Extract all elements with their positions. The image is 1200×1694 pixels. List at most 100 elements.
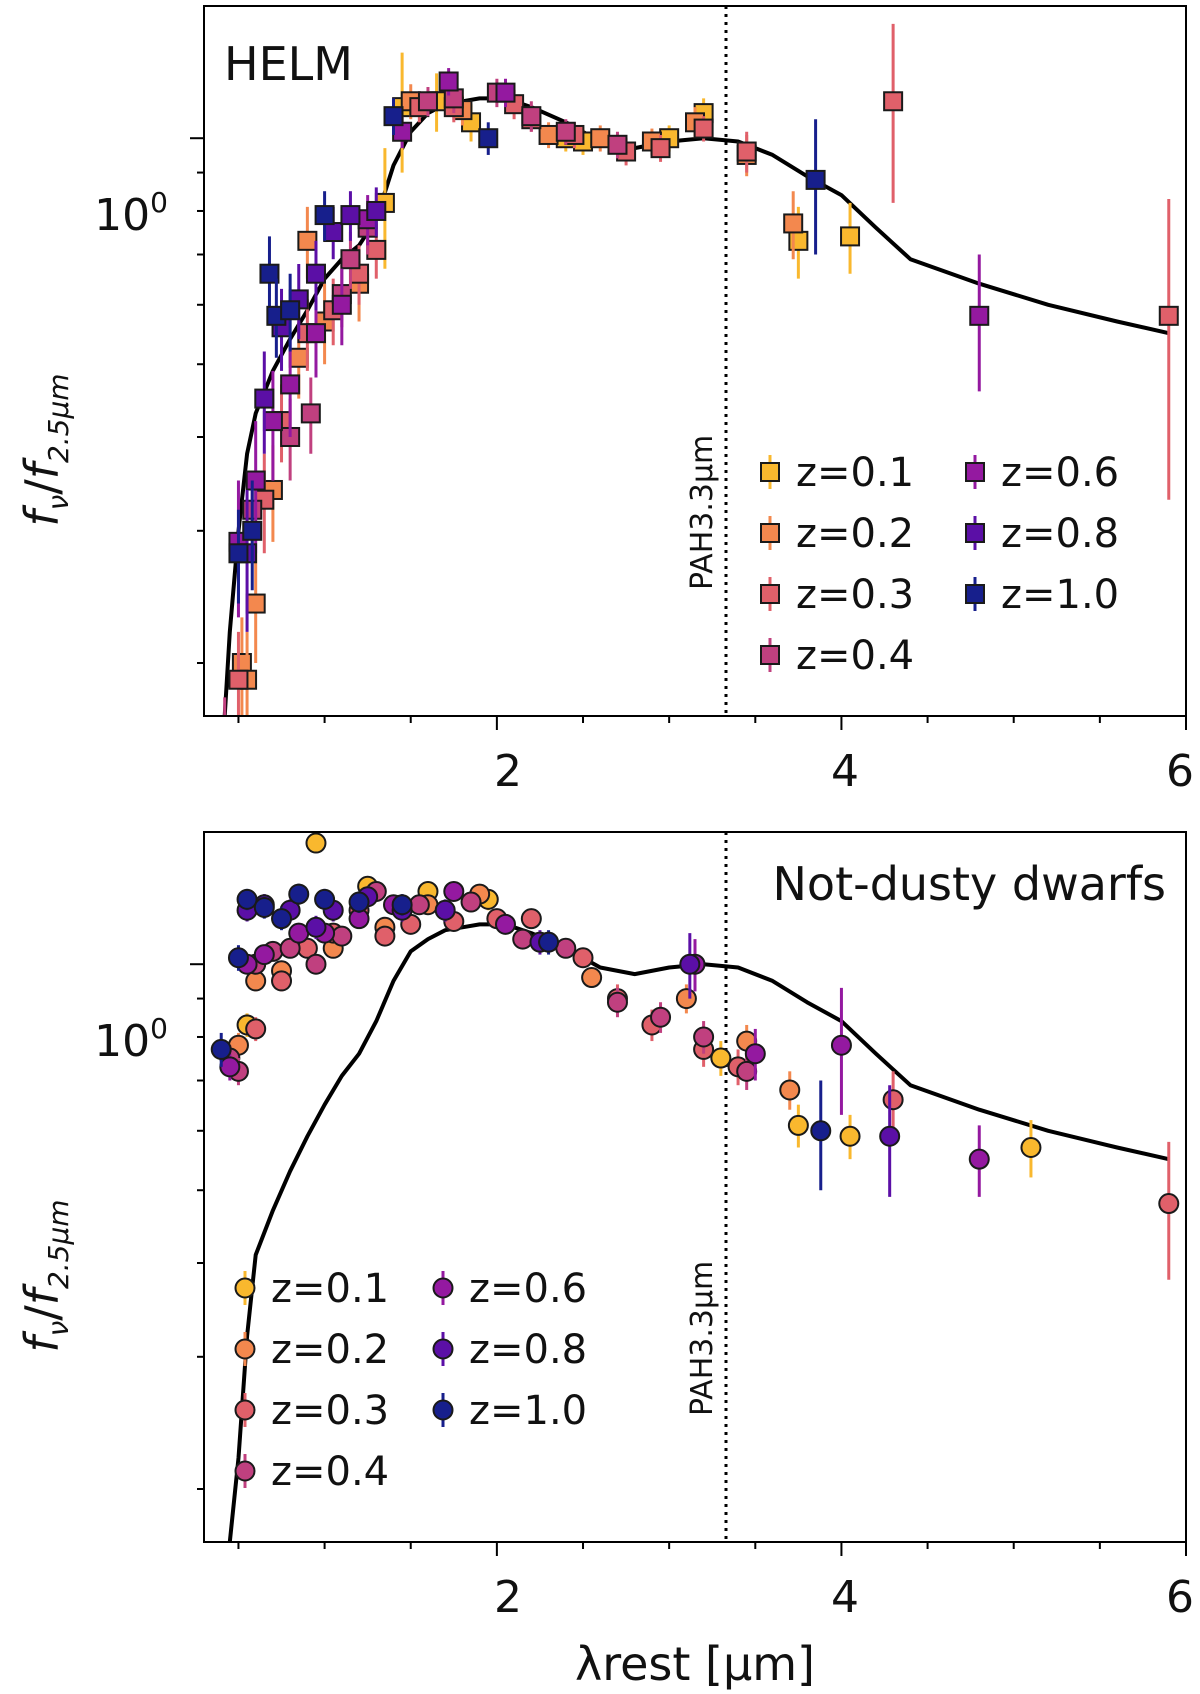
data-point-z=0.8 xyxy=(254,388,275,409)
legend-entry-z=0.6: z=0.6 xyxy=(432,1266,587,1312)
panel-helm: PAH3.3μm 2 4 6 100 fν/f2.5μm HELM z=0.1z… xyxy=(15,5,1194,797)
data-point-z=1.0 xyxy=(383,106,404,127)
ticks-layer xyxy=(190,963,1187,1556)
legend-entry-z=0.8: z=0.8 xyxy=(432,1327,587,1373)
data-point-z=0.4 xyxy=(300,403,321,424)
data-point-z=1.0 xyxy=(228,543,249,564)
data-point-z=1.0 xyxy=(227,947,249,969)
legend-label: z=0.2 xyxy=(796,511,914,557)
data-point-z=0.2 xyxy=(675,988,697,1010)
data-point-z=0.6 xyxy=(253,944,275,966)
data-point-z=0.3 xyxy=(245,1018,267,1040)
ylabel-sub2: 2.5μm xyxy=(42,1199,75,1289)
panel-not-dusty-dwarfs: PAH3.3μm 2 4 6 100 fν/f2.5μm Not-dusty d… xyxy=(15,831,1194,1623)
data-point-z=0.2 xyxy=(288,347,309,368)
data-point-z=1.0 xyxy=(538,931,560,953)
data-point-z=1.0 xyxy=(271,908,293,930)
data-point-z=0.6 xyxy=(305,323,326,344)
legend-label: z=1.0 xyxy=(1001,572,1119,618)
y-axis-label: fν/f2.5μm xyxy=(15,373,75,526)
data-point-z=0.4 xyxy=(305,953,327,975)
data-point-z=0.1 xyxy=(305,832,327,854)
data-point-z=1.0 xyxy=(348,891,370,913)
data-point-z=1.0 xyxy=(280,300,301,321)
data-point-z=0.3 xyxy=(883,91,904,112)
pah-annotation: PAH3.3μm xyxy=(685,1261,720,1416)
data-point-z=1.0 xyxy=(391,894,413,916)
data-point-z=1.0 xyxy=(810,1120,832,1142)
data-point-z=0.4 xyxy=(460,891,482,913)
legend-marker xyxy=(760,645,780,665)
axes-frame xyxy=(203,5,1187,717)
data-point-z=0.4 xyxy=(417,91,438,112)
legend-marker xyxy=(760,584,780,604)
legend-entry-z=0.3: z=0.3 xyxy=(760,572,914,618)
data-point-z=0.8 xyxy=(679,953,701,975)
axes-frame xyxy=(203,831,1187,1543)
legend-marker xyxy=(965,462,985,482)
data-point-z=0.3 xyxy=(228,669,249,690)
data-point-z=0.6 xyxy=(280,374,301,395)
data-point-z=0.2 xyxy=(779,1079,801,1101)
data-point-z=0.6 xyxy=(495,82,516,103)
data-point-z=0.3 xyxy=(1158,305,1179,326)
panel-title: HELM xyxy=(224,37,353,91)
data-point-z=0.2 xyxy=(245,593,266,614)
panel-title: Not-dusty dwarfs xyxy=(773,857,1166,911)
data-point-z=0.4 xyxy=(331,925,353,947)
data-point-z=0.2 xyxy=(581,967,603,989)
ytick-base: 10 xyxy=(94,1016,150,1067)
legend-marker xyxy=(965,523,985,543)
legend-entry-z=0.2: z=0.2 xyxy=(760,511,914,557)
xtick-label-6: 6 xyxy=(1166,746,1194,797)
legend-entry-z=0.2: z=0.2 xyxy=(234,1327,389,1373)
legend-label: z=0.4 xyxy=(271,1449,389,1495)
legend-marker xyxy=(760,462,780,482)
data-point-z=1.0 xyxy=(805,169,826,190)
data-point-z=0.8 xyxy=(323,222,344,243)
data-point-z=0.8 xyxy=(340,205,361,226)
legend-label: z=0.6 xyxy=(469,1266,587,1312)
ytick-base: 10 xyxy=(94,190,150,241)
xtick-label-6: 6 xyxy=(1166,1572,1194,1623)
ticks-layer xyxy=(190,137,1187,730)
legend-entry-z=0.4: z=0.4 xyxy=(760,633,914,679)
data-point-z=0.4 xyxy=(340,249,361,270)
legend-marker xyxy=(965,584,985,604)
xtick-label-2: 2 xyxy=(494,746,522,797)
xtick-label-2: 2 xyxy=(494,1572,522,1623)
data-point-z=0.3 xyxy=(271,970,293,992)
xtick-label-4: 4 xyxy=(831,1572,859,1623)
legend-label: z=1.0 xyxy=(469,1388,587,1434)
ytick-exponent: 0 xyxy=(150,186,168,219)
ytick-exponent: 0 xyxy=(150,1012,168,1045)
legend: z=0.1 z=0.2 z=0.3 z=0.4 z=0.6 z=0.8 z=1.0 xyxy=(234,1266,587,1495)
data-point-z=0.3 xyxy=(520,908,542,930)
data-points-layer xyxy=(223,23,1179,716)
ylabel-sub2: 2.5μm xyxy=(42,373,75,463)
data-point-z=0.2 xyxy=(590,128,611,149)
data-point-z=0.6 xyxy=(219,1056,241,1078)
data-point-z=0.1 xyxy=(1020,1137,1042,1159)
legend-entry-z=0.8: z=0.8 xyxy=(965,511,1119,557)
xtick-label-4: 4 xyxy=(831,746,859,797)
legend-label: z=0.1 xyxy=(271,1266,389,1312)
legend-marker xyxy=(234,1399,256,1421)
ylabel-sub1: ν xyxy=(42,495,75,511)
data-point-z=0.2 xyxy=(783,213,804,234)
data-point-z=0.6 xyxy=(438,71,459,92)
data-point-z=1.0 xyxy=(253,896,275,918)
data-point-z=0.6 xyxy=(262,411,283,432)
data-point-z=0.6 xyxy=(245,470,266,491)
data-points-layer xyxy=(210,832,1180,1280)
y-axis-label: fν/f2.5μm xyxy=(15,1199,75,1352)
data-point-z=0.3 xyxy=(1158,1193,1180,1215)
ylabel-sub1: ν xyxy=(42,1321,75,1337)
legend-label: z=0.4 xyxy=(796,633,914,679)
data-point-z=0.4 xyxy=(693,1026,715,1048)
data-point-z=0.6 xyxy=(443,880,465,902)
data-point-z=0.6 xyxy=(494,913,516,935)
legend-label: z=0.3 xyxy=(796,572,914,618)
data-point-z=0.3 xyxy=(572,947,594,969)
